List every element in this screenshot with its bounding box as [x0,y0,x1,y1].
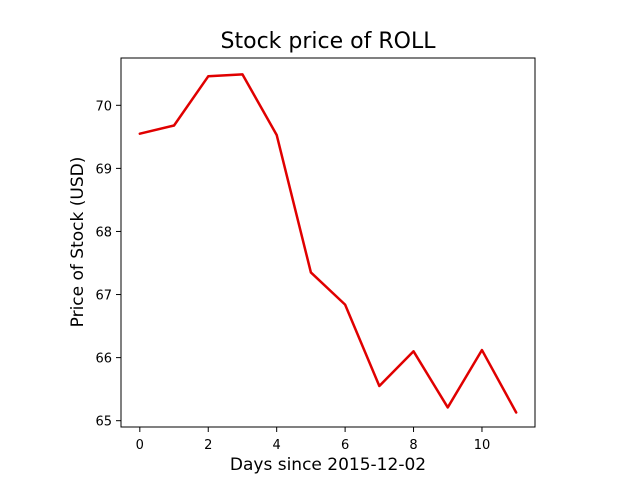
chart-title: Stock price of ROLL [221,29,437,54]
y-axis-ticks: 65 66 67 68 69 70 [95,99,121,430]
y-tick-label: 67 [95,289,112,304]
y-tick-label: 69 [95,162,112,177]
x-tick-label: 10 [474,438,491,453]
y-axis-label: Price of Stock (USD) [68,157,88,328]
x-tick-label: 8 [409,438,417,453]
y-tick-label: 70 [95,99,112,114]
x-axis-label: Days since 2015-12-02 [230,455,426,475]
plot-area [120,57,536,428]
stock-price-line [138,73,518,414]
x-tick-label: 6 [341,438,349,453]
x-axis-ticks: 0 2 4 6 8 10 [136,427,491,453]
x-tick-label: 0 [136,438,144,453]
series-layer [138,73,518,414]
y-tick-label: 68 [95,225,112,240]
x-tick-label: 4 [273,438,281,453]
y-tick-label: 65 [95,415,112,430]
x-tick-label: 2 [204,438,212,453]
y-tick-label: 66 [95,352,112,367]
